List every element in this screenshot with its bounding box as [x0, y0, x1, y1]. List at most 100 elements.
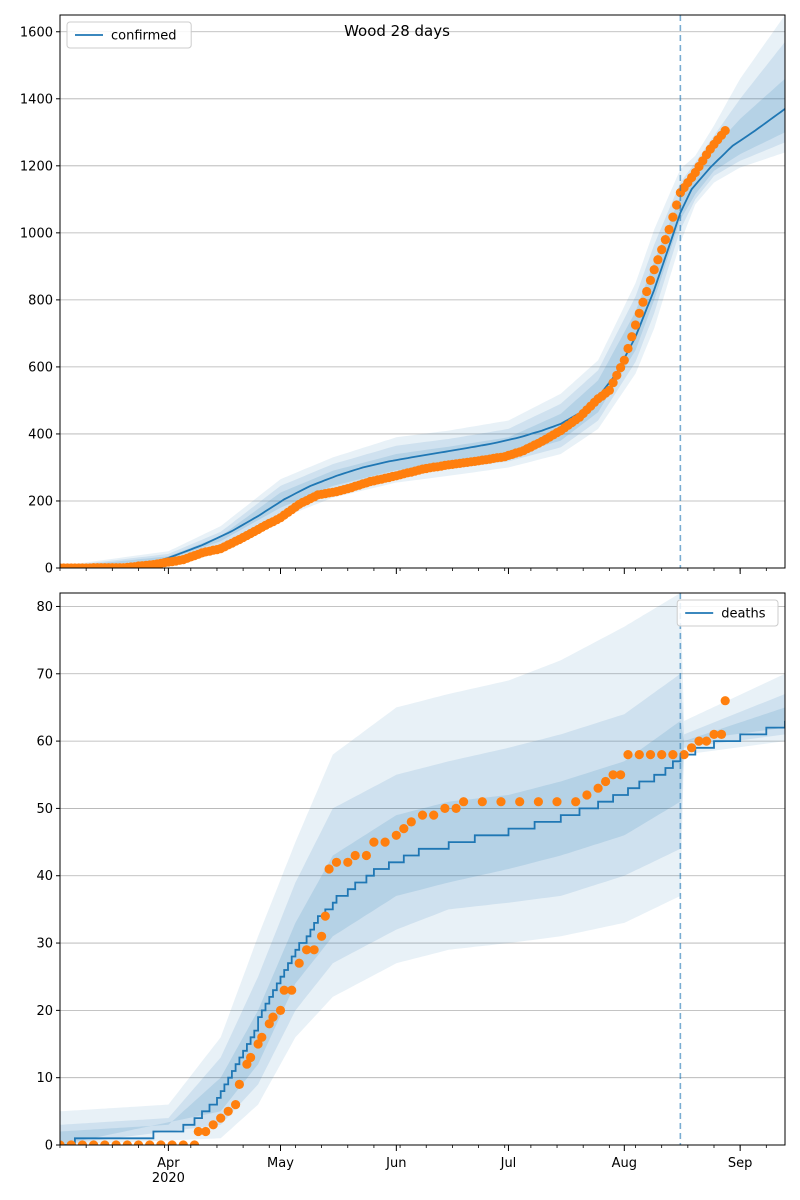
confidence-band-inner — [60, 78, 785, 568]
observed-point — [66, 1140, 76, 1145]
y-tick-label: 1600 — [20, 25, 53, 40]
observed-point — [178, 1140, 188, 1145]
observed-point — [231, 1100, 241, 1110]
confidence-band-outer — [60, 593, 785, 1145]
y-tick-label: 0 — [45, 1139, 53, 1154]
model-line-deaths — [60, 720, 785, 1145]
confidence-band-inner — [60, 707, 785, 1145]
observed-point — [89, 1140, 99, 1145]
observed-point — [616, 770, 626, 780]
observed-point — [515, 797, 525, 807]
observed-point — [672, 200, 682, 210]
observed-point — [189, 1140, 200, 1145]
observed-point — [694, 736, 704, 746]
observed-point — [201, 1126, 211, 1137]
observed-point — [208, 1120, 218, 1130]
observed-point — [122, 1140, 132, 1145]
observed-point — [361, 850, 371, 861]
figure-title: Wood 28 days — [344, 22, 450, 40]
y-tick-label: 1000 — [20, 226, 53, 241]
observed-point — [145, 1140, 155, 1145]
observed-point — [167, 1140, 177, 1145]
observed-point — [223, 1106, 233, 1116]
observed-point — [638, 297, 648, 307]
observed-point — [246, 1052, 256, 1063]
y-tick-label: 200 — [28, 494, 53, 509]
y-tick-label: 1400 — [20, 92, 53, 107]
confidence-band-mid — [60, 41, 785, 568]
observed-point — [571, 797, 581, 807]
observed-point — [234, 1079, 244, 1089]
observed-point — [634, 308, 644, 318]
observed-point — [406, 817, 416, 827]
observed-point — [343, 857, 353, 867]
observed-point — [552, 797, 562, 807]
confidence-band-outer — [60, 15, 785, 568]
y-tick-label: 20 — [36, 1004, 53, 1019]
observed-point — [657, 750, 667, 760]
observed-point — [634, 750, 644, 760]
observed-point — [216, 1113, 226, 1123]
confidence-band-mid — [60, 673, 785, 1145]
observed-point — [630, 320, 641, 330]
observed-point — [645, 750, 656, 760]
y-tick-label: 60 — [36, 735, 53, 750]
observed-point — [350, 850, 360, 861]
x-tick-label: May — [267, 1156, 294, 1171]
observed-points — [60, 126, 730, 568]
observed-point — [623, 343, 633, 354]
observed-point — [60, 1140, 65, 1145]
legend-box — [676, 599, 779, 627]
observed-point — [451, 803, 461, 814]
observed-point — [193, 1126, 203, 1137]
observed-point — [309, 945, 319, 955]
x-tick-label: Apr — [157, 1156, 180, 1171]
observed-point — [440, 803, 450, 814]
observed-point — [720, 126, 730, 136]
legend-label: deaths — [721, 607, 766, 622]
x-tick-label: Jun — [385, 1156, 406, 1171]
observed-point — [275, 1005, 286, 1016]
legend-box — [66, 21, 192, 49]
x-tick-label: Sep — [728, 1156, 753, 1171]
observed-point — [133, 1140, 144, 1145]
axes-frame — [59, 14, 786, 569]
y-tick-label: 600 — [28, 360, 53, 375]
observed-point — [619, 355, 629, 365]
y-tick-label: 800 — [28, 293, 53, 308]
y-tick-label: 70 — [36, 667, 53, 682]
y-axis: 0 200 400 600 800 1000 1200 1400 1600 — [20, 25, 60, 577]
observed-point — [279, 985, 289, 995]
x-tick-sublabel: 2020 — [152, 1171, 185, 1186]
observed-point — [601, 776, 611, 787]
observed-point — [287, 985, 297, 995]
observed-point — [642, 286, 652, 297]
observed-point — [417, 810, 428, 820]
observed-point — [612, 370, 622, 380]
observed-point — [701, 736, 712, 746]
observed-point — [645, 275, 656, 285]
observed-point — [664, 224, 674, 235]
observed-point — [593, 783, 603, 793]
x-axis — [59, 568, 767, 574]
observed-point — [331, 857, 342, 867]
observed-point — [649, 265, 659, 275]
y-tick-label: 400 — [28, 427, 53, 442]
legend: confirmed — [66, 21, 192, 49]
observed-point — [604, 385, 615, 395]
plot-area — [60, 15, 785, 568]
observed-point — [399, 824, 409, 834]
observed-point — [369, 837, 379, 847]
observed-point — [264, 1019, 274, 1029]
observed-point — [242, 1059, 252, 1069]
observed-point — [302, 945, 312, 955]
observed-point — [253, 1039, 263, 1049]
model-line-confirmed — [60, 108, 785, 568]
observed-point — [429, 810, 439, 820]
y-axis: 0 10 20 30 40 50 60 70 80 — [36, 600, 60, 1154]
observed-point — [608, 378, 618, 388]
observed-point — [324, 864, 334, 874]
observed-point — [294, 958, 304, 968]
